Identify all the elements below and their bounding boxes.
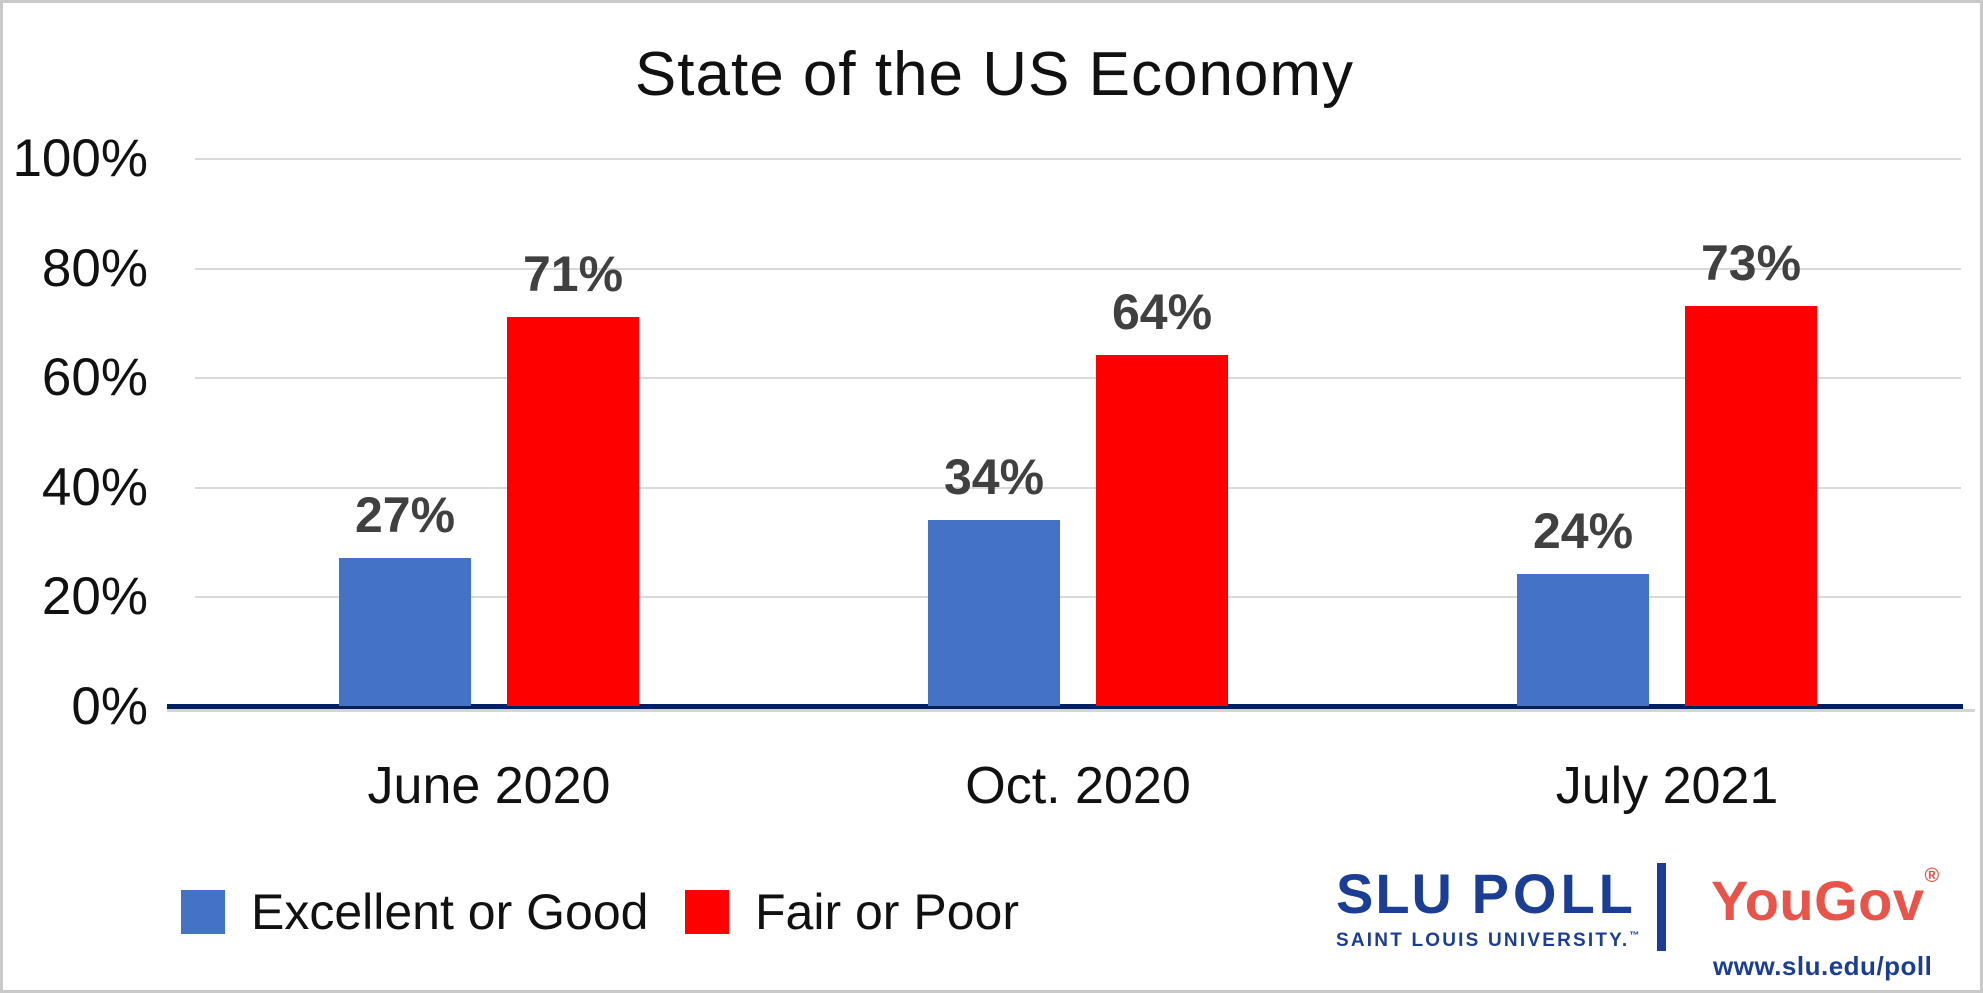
data-label: 73%	[1700, 235, 1802, 291]
legend-item: Fair or Poor	[685, 879, 1019, 945]
zero-axis-line	[167, 704, 1963, 709]
logo-divider	[1657, 863, 1666, 951]
yougov-logo: YouGov®	[1711, 865, 1940, 932]
data-label: 24%	[1532, 503, 1634, 559]
category-label: Oct. 2020	[965, 757, 1191, 815]
chart-title: State of the US Economy	[634, 40, 1355, 109]
bar-excellent-good	[928, 520, 1060, 706]
bar-fair-poor	[1096, 355, 1228, 706]
y-tick-label: 60%	[41, 348, 148, 407]
y-tick-label: 100%	[12, 129, 148, 188]
registered-symbol: ®	[1924, 865, 1940, 887]
bar-fair-poor	[507, 317, 639, 706]
category-label: July 2021	[1555, 757, 1779, 815]
y-tick-label: 40%	[41, 458, 148, 517]
gridline	[195, 158, 1961, 160]
x-axis-line	[167, 709, 1975, 712]
poll-text: POLL	[1471, 862, 1637, 925]
y-tick-label: 0%	[71, 677, 148, 736]
legend-swatch	[685, 890, 729, 934]
slu-poll-url: www.slu.edu/poll	[1713, 951, 1933, 981]
legend-label: Fair or Poor	[755, 884, 1019, 940]
slu-poll-logo: SLU POLL SAINT LOUIS UNIVERSITY.™	[1336, 861, 1646, 952]
data-label: 71%	[522, 246, 624, 302]
y-tick-label: 80%	[41, 239, 148, 298]
legend-swatch	[181, 890, 225, 934]
trademark-symbol: ™	[1629, 930, 1642, 942]
bar-fair-poor	[1685, 306, 1817, 706]
slu-poll-wordmark: SLU POLL	[1336, 861, 1646, 926]
gridline	[195, 596, 1961, 598]
bar-excellent-good	[339, 558, 471, 706]
legend-label: Excellent or Good	[251, 884, 649, 940]
category-label: June 2020	[367, 757, 611, 815]
slu-university-text: SAINT LOUIS UNIVERSITY.™	[1336, 930, 1642, 951]
gridline	[195, 268, 1961, 270]
legend-item: Excellent or Good	[181, 879, 648, 945]
gridline	[195, 377, 1961, 379]
data-label: 27%	[354, 487, 456, 543]
bar-excellent-good	[1517, 574, 1649, 706]
data-label: 64%	[1111, 284, 1213, 340]
slu-text: SLU	[1336, 862, 1454, 925]
y-tick-label: 20%	[41, 567, 148, 626]
data-label: 34%	[943, 449, 1045, 505]
gridline	[195, 487, 1961, 489]
